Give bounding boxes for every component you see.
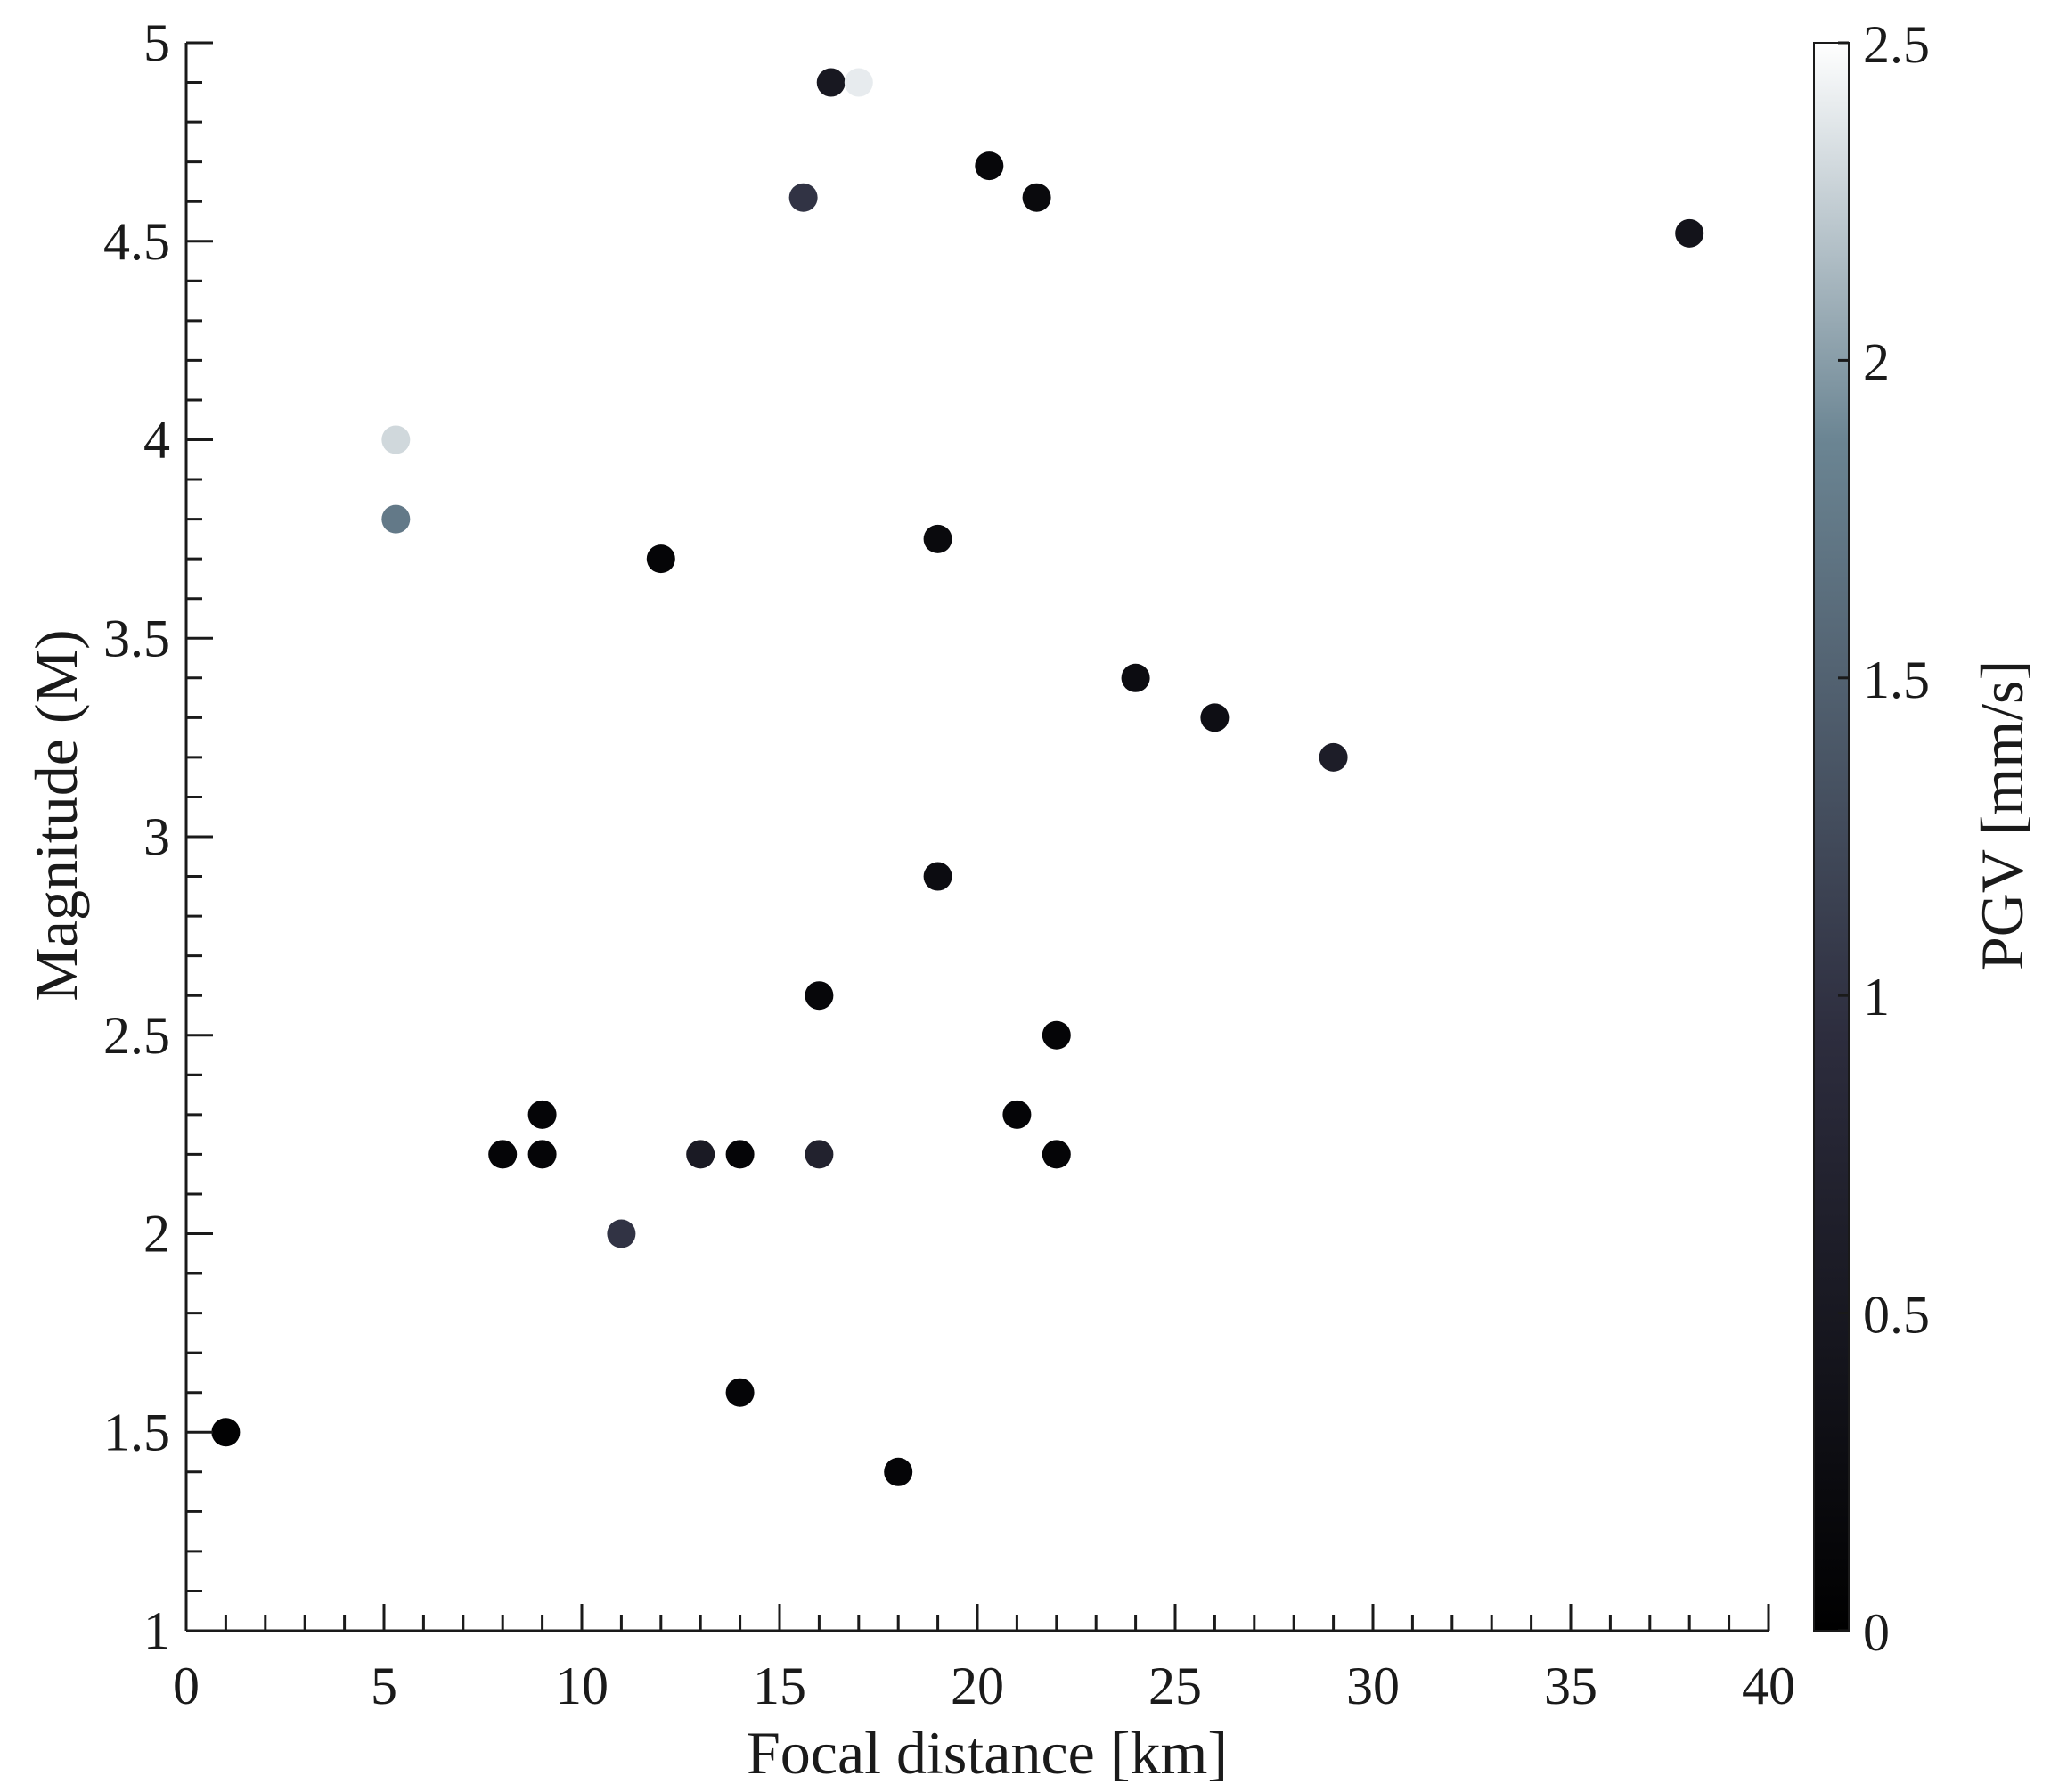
colorbar-title: PGV [mm/s]: [1968, 660, 2036, 970]
data-point: [381, 425, 411, 454]
colorbar-gradient: [1813, 42, 1850, 1632]
x-axis-title: Focal distance [km]: [747, 1719, 1228, 1787]
data-point: [805, 1140, 834, 1169]
data-point: [725, 1378, 755, 1407]
data-point: [488, 1140, 518, 1169]
y-tick-label: 1: [143, 1601, 170, 1660]
y-axis-title: Magnitude (M): [22, 629, 90, 1001]
data-point: [1319, 742, 1348, 772]
colorbar: 0 0.5 1 1.5 2 2.5: [1813, 15, 1930, 1662]
x-tick-label: 0: [173, 1657, 200, 1715]
x-tick-label: 35: [1544, 1657, 1597, 1715]
colorbar-tick-label: 2.5: [1863, 15, 1930, 74]
data-point: [527, 1100, 557, 1129]
colorbar-tick-label: 1.5: [1863, 651, 1930, 709]
y-tick-label: 3: [143, 807, 170, 866]
x-tick-label: 20: [951, 1657, 1004, 1715]
y-tick-label: 1.5: [103, 1403, 170, 1461]
data-point: [1002, 1100, 1032, 1129]
data-point: [211, 1418, 241, 1447]
x-tick-label: 5: [371, 1657, 397, 1715]
data-point: [1121, 663, 1150, 692]
colorbar-tick-label: 0.5: [1863, 1286, 1930, 1345]
data-points: [211, 68, 1704, 1486]
data-point: [923, 524, 952, 553]
data-point: [975, 151, 1004, 181]
x-tick-label: 15: [753, 1657, 806, 1715]
data-point: [1022, 183, 1051, 212]
data-point: [646, 544, 675, 574]
colorbar-tick-label: 0: [1863, 1603, 1890, 1662]
data-point: [844, 68, 873, 97]
data-point: [527, 1140, 557, 1169]
data-point: [607, 1219, 636, 1248]
x-tick-label: 10: [555, 1657, 609, 1715]
y-tick-label: 4.5: [103, 212, 170, 271]
colorbar-tick-label: 1: [1863, 968, 1890, 1027]
data-point: [884, 1457, 913, 1486]
data-point: [923, 862, 952, 891]
data-point: [725, 1140, 755, 1169]
x-tick-label: 25: [1148, 1657, 1202, 1715]
x-tick-label: 30: [1346, 1657, 1400, 1715]
y-tick-label: 5: [143, 13, 170, 72]
x-tick-label: 40: [1742, 1657, 1795, 1715]
y-tick-label: 2.5: [103, 1006, 170, 1065]
data-point: [686, 1140, 715, 1169]
y-tick-label: 3.5: [103, 609, 170, 667]
data-point: [1675, 218, 1704, 248]
data-point: [788, 183, 818, 212]
data-point: [1200, 703, 1230, 732]
data-point: [1042, 1020, 1071, 1050]
axes: 0 5 10 15 20 25 30 35 40 1 1.5 2 2.5 3 3.5 4 4.5 5: [103, 13, 1795, 1715]
data-point: [1042, 1140, 1071, 1169]
data-point: [381, 504, 411, 534]
y-tick-label: 2: [143, 1205, 170, 1264]
colorbar-tick-label: 2: [1863, 332, 1890, 391]
data-point: [805, 981, 834, 1011]
data-point: [816, 68, 846, 97]
y-tick-label: 4: [143, 411, 170, 470]
